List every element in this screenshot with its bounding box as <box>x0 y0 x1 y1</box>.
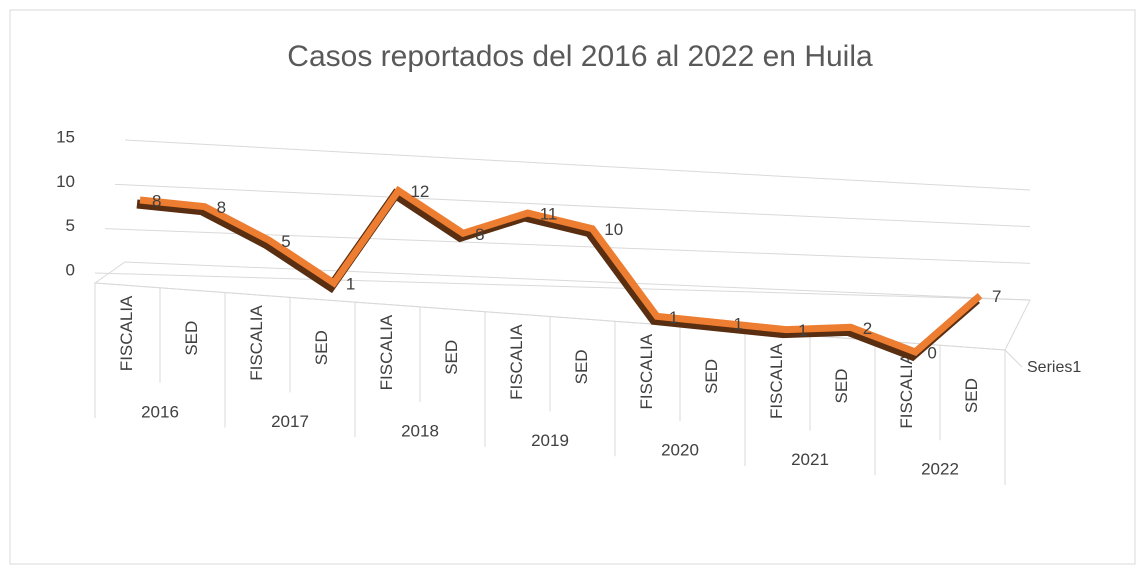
x-tick-label: SED <box>832 369 851 404</box>
grid-line <box>124 139 1031 191</box>
x-tick-label: FISCALIA <box>767 343 786 419</box>
group-label: 2016 <box>141 402 179 421</box>
data-label: 10 <box>604 220 623 239</box>
data-label: 1 <box>734 314 743 333</box>
x-tick-label: SED <box>962 378 981 413</box>
data-label: 1 <box>798 321 807 340</box>
x-tick-label: FISCALIA <box>377 314 396 390</box>
legend-leader <box>1004 349 1023 368</box>
chart-title: Casos reportados del 2016 al 2022 en Hui… <box>287 40 873 73</box>
x-tick-label: SED <box>182 321 201 356</box>
data-label: 5 <box>281 232 290 251</box>
data-label: 0 <box>927 343 936 362</box>
x-tick-label: SED <box>442 340 461 375</box>
data-label: 7 <box>992 287 1001 306</box>
x-tick-label: FISCALIA <box>637 333 656 409</box>
data-label: 1 <box>669 308 678 327</box>
data-label: 8 <box>217 198 226 217</box>
group-label: 2018 <box>401 421 439 440</box>
line <box>139 185 983 357</box>
y-tick-label: 15 <box>56 127 75 146</box>
x-tick-label: FISCALIA <box>897 352 916 428</box>
group-label: 2022 <box>921 460 959 479</box>
data-label: 1 <box>346 274 355 293</box>
legend-label: Series1 <box>1027 359 1081 376</box>
group-label: 2021 <box>791 450 829 469</box>
y-tick-label: 10 <box>56 172 75 191</box>
group-label: 2019 <box>531 431 569 450</box>
x-tick-label: FISCALIA <box>247 305 266 381</box>
y-tick-label: 0 <box>66 260 75 279</box>
x-tick-label: FISCALIA <box>507 324 526 400</box>
x-tick-label: SED <box>702 359 721 394</box>
x-tick-label: SED <box>312 330 331 365</box>
data-label: 8 <box>475 225 484 244</box>
category-axis <box>94 282 1006 351</box>
x-tick-label: FISCALIA <box>117 295 136 371</box>
x-tick-label: SED <box>572 349 591 384</box>
group-label: 2020 <box>661 441 699 460</box>
data-label: 2 <box>863 319 872 338</box>
ribbon-shadow <box>136 188 980 362</box>
grid-line <box>94 272 1031 301</box>
y-tick-label: 5 <box>66 216 75 235</box>
group-label: 2017 <box>271 412 309 431</box>
data-label: 11 <box>540 204 558 223</box>
grid-line <box>114 183 1031 228</box>
data-label: 8 <box>152 191 161 210</box>
data-label: 12 <box>410 182 429 201</box>
